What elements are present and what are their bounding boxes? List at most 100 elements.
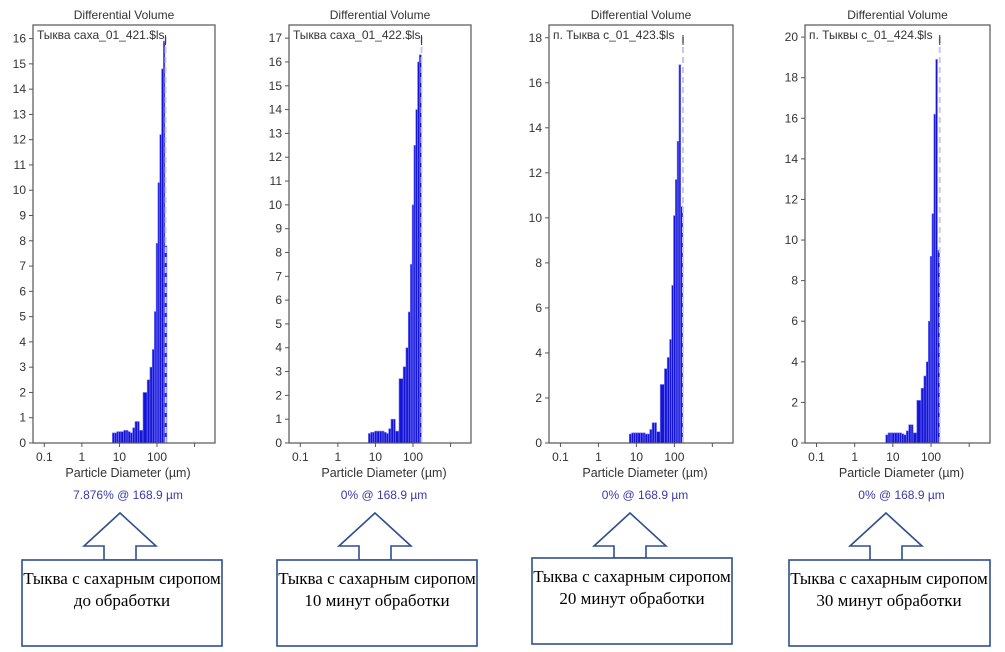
bar: [666, 357, 670, 444]
y-tick-label: 14: [13, 82, 27, 96]
y-tick-label: 2: [275, 388, 282, 402]
chart-title: Differential Volume: [847, 8, 948, 22]
y-tick-label: 9: [275, 222, 282, 236]
bar: [398, 378, 404, 444]
y-tick-label: 13: [269, 126, 283, 140]
y-tick-label: 12: [785, 192, 799, 206]
up-arrow-icon: [336, 511, 414, 561]
bar: [647, 433, 651, 444]
y-tick-label: 0: [791, 436, 798, 450]
bar: [894, 432, 898, 444]
bar: [368, 433, 372, 444]
bar: [920, 387, 925, 444]
plot-frame: [32, 24, 216, 444]
bar: [910, 424, 914, 444]
bar: [127, 431, 131, 444]
y-tick-label: 14: [269, 103, 283, 117]
y-tick-label: 8: [535, 256, 542, 270]
x-tick-label: 0.1: [808, 450, 825, 464]
legend-label: п. Тыква с_01_423.$ls: [553, 28, 674, 42]
bar: [151, 349, 155, 444]
caption-box: [276, 559, 478, 647]
bar: [142, 392, 148, 444]
bar: [654, 422, 657, 444]
y-tick-label: 3: [19, 360, 26, 374]
x-tick-label: 10: [113, 450, 127, 464]
y-tick-label: 4: [791, 355, 798, 369]
x-tick-label: 100: [921, 450, 941, 464]
bar: [407, 311, 411, 444]
bar: [388, 428, 392, 444]
y-tick-label: 11: [270, 174, 283, 188]
y-tick-label: 2: [19, 385, 26, 399]
up-arrow-icon: [81, 511, 159, 561]
y-tick-label: 14: [785, 152, 799, 166]
y-tick-label: 10: [785, 233, 799, 247]
y-tick-label: 17: [269, 31, 283, 45]
bar: [887, 432, 891, 444]
y-tick-label: 1: [275, 412, 282, 426]
x-tick-label: 10: [369, 450, 383, 464]
bar: [125, 430, 129, 444]
readout-label: 0% @ 168.9 µm: [602, 488, 688, 502]
bar: [649, 429, 653, 444]
x-tick-label: 1: [79, 450, 86, 464]
x-tick-label: 0.1: [36, 450, 53, 464]
y-tick-label: 15: [269, 79, 283, 93]
y-tick-label: 14: [529, 121, 543, 135]
bar: [374, 430, 378, 444]
y-tick-label: 6: [19, 284, 26, 298]
bar: [139, 430, 144, 444]
bar: [896, 432, 900, 444]
bar: [118, 431, 122, 444]
bar: [114, 432, 118, 444]
legend-label: Тыква саха_01_422.$ls: [293, 28, 421, 42]
readout-label: 7.876% @ 168.9 µm: [73, 488, 183, 502]
y-tick-label: 12: [269, 150, 283, 164]
y-tick-label: 5: [19, 310, 26, 324]
bar: [134, 421, 138, 444]
bar: [642, 432, 646, 444]
bar: [899, 432, 902, 444]
bar: [637, 432, 641, 444]
y-tick-label: 9: [19, 209, 26, 223]
x-tick-label: 10: [886, 450, 900, 464]
readout-label: 0% @ 168.9 µm: [858, 488, 944, 502]
y-tick-label: 0: [19, 436, 26, 450]
bar: [370, 431, 374, 444]
plot-frame: [548, 24, 734, 444]
bar: [891, 432, 895, 444]
bar: [635, 432, 639, 444]
bar: [905, 430, 909, 444]
y-tick-label: 0: [535, 436, 542, 450]
x-axis-label: Particle Diameter (µm): [321, 466, 446, 480]
y-tick-label: 16: [785, 111, 799, 125]
bar: [628, 433, 632, 444]
bar: [390, 418, 394, 444]
caption-1: Тыква с сахарным сиропом до обработки: [23, 569, 221, 610]
bar: [149, 366, 153, 444]
bar: [112, 432, 116, 444]
plot-frame: [804, 24, 991, 444]
y-tick-label: 8: [791, 274, 798, 288]
bar: [146, 379, 151, 444]
y-tick-label: 4: [535, 346, 542, 360]
caption-box: [788, 559, 991, 647]
bar: [669, 339, 672, 444]
bar: [395, 430, 400, 444]
y-tick-label: 11: [14, 158, 27, 172]
legend-label: п. Тыквы с_01_424.$ls: [809, 28, 933, 42]
chart-title: Differential Volume: [74, 8, 175, 22]
bar: [656, 431, 661, 444]
bar: [385, 433, 389, 444]
y-tick-label: 5: [275, 317, 282, 331]
x-tick-label: 100: [403, 450, 423, 464]
chart-title: Differential Volume: [591, 8, 692, 22]
bar: [376, 430, 380, 444]
bar: [651, 422, 655, 444]
bar: [923, 375, 927, 444]
chart-panel-1: Differential Volume Тыква саха_01_421.$ls…: [13, 8, 223, 647]
caption-4: Тыква с сахарным сиропом 30 минут обрабо…: [790, 569, 988, 610]
up-arrow-icon: [591, 511, 669, 559]
y-tick-label: 4: [275, 341, 282, 355]
